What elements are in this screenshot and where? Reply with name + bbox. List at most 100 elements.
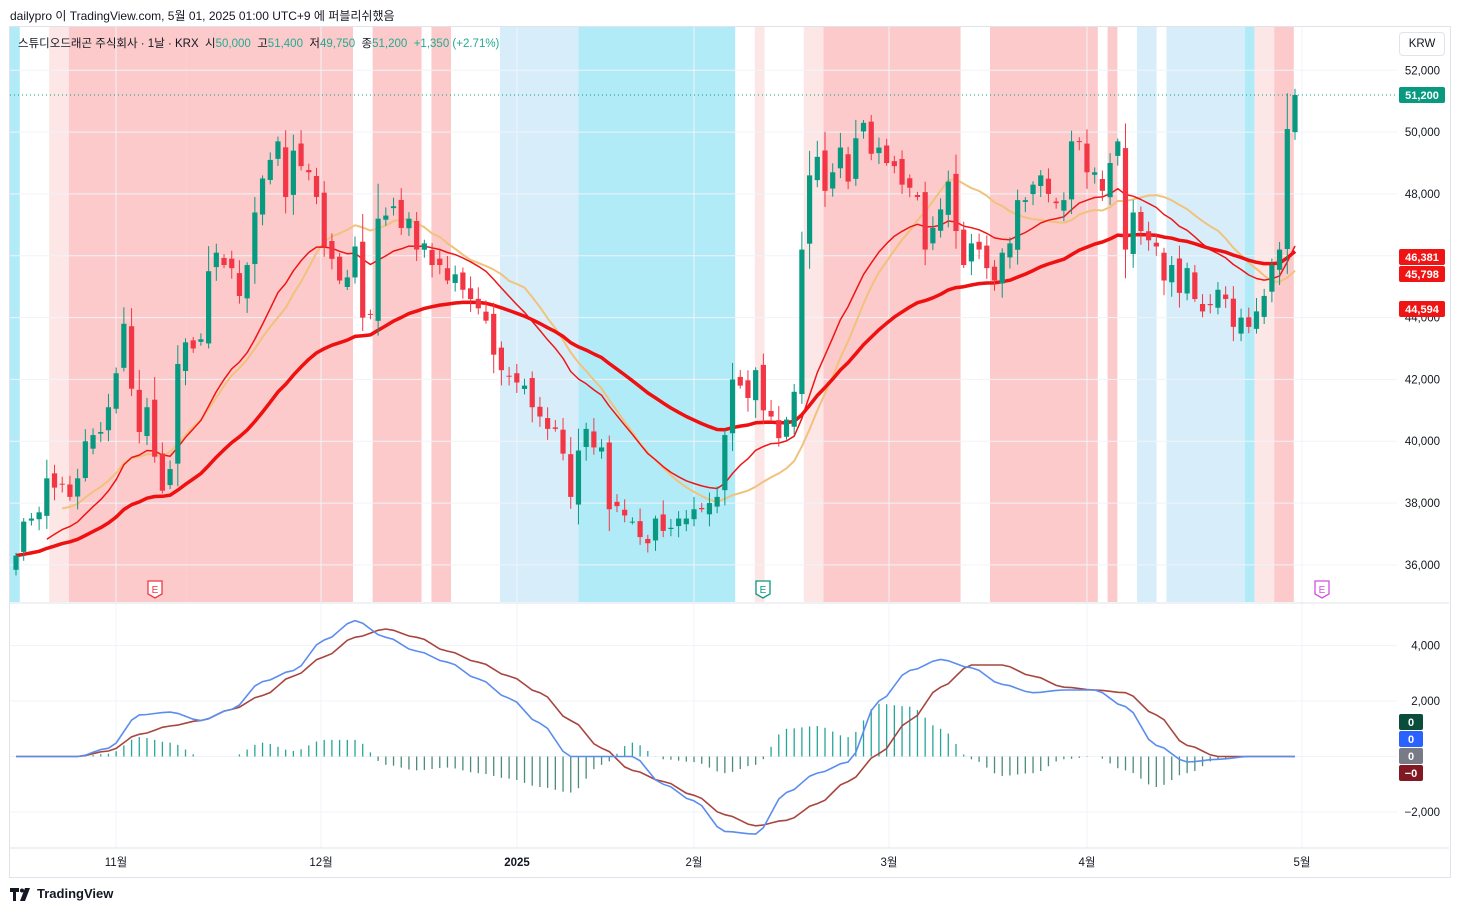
candle-body: [229, 258, 235, 269]
candle-body: [791, 391, 797, 427]
indicator-value-tag-label: 46,381: [1405, 252, 1439, 264]
candle-body: [614, 501, 620, 507]
time-tick-label: 2025: [504, 857, 530, 869]
candle-body: [714, 496, 720, 507]
candle-body: [568, 454, 574, 497]
background-band: [754, 27, 765, 602]
candle-body: [90, 435, 96, 449]
candle-body: [514, 373, 520, 383]
background-band: [186, 27, 353, 602]
macd-value-tag-label: 0: [1408, 734, 1414, 746]
background-band: [372, 27, 422, 602]
candle-body: [121, 323, 127, 368]
candle-body: [598, 447, 605, 452]
candle-body: [676, 518, 682, 527]
high-label: 고: [257, 38, 268, 50]
candle-body: [822, 150, 828, 191]
publish-header: dailypro 이 TradingView.com, 5월 01, 2025 …: [10, 9, 395, 23]
ma-yellow-line: [62, 178, 1296, 510]
candle-body: [252, 212, 258, 265]
candle-body: [1169, 265, 1175, 283]
price-tick-label: 40,000: [1405, 436, 1440, 448]
candle-body: [82, 441, 88, 479]
open-label: 시: [205, 38, 216, 50]
time-tick-label: 4월: [1079, 856, 1096, 869]
candle-body: [1153, 242, 1159, 247]
candle-body: [1238, 317, 1244, 334]
candle-body: [1122, 148, 1129, 250]
background-band: [10, 27, 20, 602]
price-tick-label: 42,000: [1405, 374, 1440, 386]
background-band: [990, 27, 1098, 602]
candle-body: [545, 418, 551, 429]
candle-body: [760, 364, 766, 411]
candle-body: [244, 265, 250, 299]
earnings-marker: [1314, 580, 1330, 599]
candle-body: [876, 147, 882, 154]
last-price-tag: [1399, 87, 1445, 104]
candle-body: [683, 518, 689, 525]
candle-body: [367, 313, 374, 315]
earnings-marker: [147, 580, 163, 599]
currency-button[interactable]: KRW: [1399, 32, 1445, 56]
candle-body: [429, 249, 435, 266]
candle-body: [329, 241, 335, 259]
open-value: 50,000: [215, 38, 251, 50]
candle-body: [1161, 252, 1167, 281]
candle-body: [699, 507, 705, 510]
candle-body: [753, 370, 759, 401]
candle-body: [259, 178, 266, 215]
candle-body: [729, 379, 736, 434]
ema-slow-line: [15, 232, 1297, 558]
candle-body: [968, 243, 974, 262]
candle-body: [344, 277, 350, 287]
candle-body: [637, 521, 643, 538]
time-tick-label: 3월: [881, 856, 898, 869]
symbol-name: 스튜디오드래곤 주식회사 · 1날 · KRX: [18, 38, 199, 50]
candle-body: [1007, 243, 1013, 258]
candle-body: [783, 419, 790, 437]
chart-frame: [9, 26, 1451, 878]
candle-body: [290, 150, 296, 195]
macd-tick-label: 4,000: [1411, 641, 1440, 653]
candle-body: [28, 518, 35, 521]
candle-body: [498, 347, 505, 371]
background-band: [1274, 27, 1294, 602]
footer-brand[interactable]: TradingView: [10, 886, 113, 901]
price-tick-label: 50,000: [1405, 127, 1440, 139]
candle-body: [945, 181, 951, 215]
candle-body: [1292, 95, 1298, 133]
candle-body: [136, 389, 142, 432]
candle-body: [1115, 141, 1121, 156]
candle-body: [768, 410, 774, 417]
candle-body: [1053, 201, 1059, 204]
candle-body: [722, 435, 728, 491]
macd-tick-label: −2,000: [1405, 807, 1441, 819]
price-tick-label: 38,000: [1405, 498, 1440, 510]
time-tick-label: 12월: [309, 856, 332, 869]
candle-body: [814, 156, 820, 181]
time-tick-label: 11월: [105, 856, 128, 869]
candle-body: [884, 145, 890, 164]
candle-body: [483, 311, 489, 321]
candle-body: [221, 258, 227, 266]
candle-body: [907, 178, 913, 188]
macd-tick-label: 2,000: [1411, 696, 1440, 708]
low-value: 49,750: [319, 38, 356, 50]
indicator-value-tag-label: 45,798: [1405, 269, 1439, 281]
candle-body: [668, 527, 674, 530]
candle-body: [529, 378, 535, 408]
candle-body: [1146, 231, 1152, 241]
candle-body: [491, 313, 497, 355]
candle-body: [776, 420, 782, 439]
candle-body: [691, 509, 697, 520]
candle-body: [1253, 311, 1260, 329]
candle-body: [830, 172, 836, 189]
candle-body: [321, 192, 327, 247]
candle-body: [1092, 172, 1098, 175]
candle-body: [313, 175, 320, 198]
candle-body: [606, 442, 612, 510]
background-band: [803, 27, 824, 602]
price-tick-label: 52,000: [1405, 65, 1440, 77]
